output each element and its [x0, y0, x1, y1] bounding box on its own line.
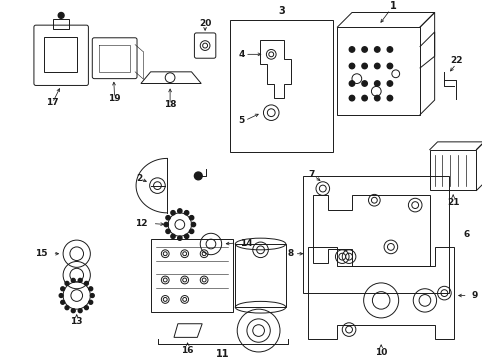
- Text: 14: 14: [240, 239, 252, 248]
- Text: 8: 8: [287, 249, 293, 258]
- Circle shape: [170, 211, 175, 215]
- Circle shape: [189, 216, 193, 220]
- Circle shape: [165, 229, 170, 234]
- Circle shape: [61, 300, 64, 304]
- Circle shape: [374, 63, 379, 69]
- Text: 19: 19: [108, 94, 121, 103]
- Text: 15: 15: [35, 249, 47, 258]
- Text: 13: 13: [70, 317, 83, 326]
- Circle shape: [191, 222, 195, 227]
- Circle shape: [184, 211, 188, 215]
- Text: 22: 22: [449, 56, 461, 65]
- Circle shape: [361, 95, 366, 101]
- Text: 17: 17: [46, 98, 59, 107]
- Circle shape: [61, 287, 64, 291]
- Circle shape: [374, 47, 379, 52]
- Circle shape: [177, 236, 182, 240]
- Text: 11: 11: [216, 349, 229, 359]
- Text: 3: 3: [278, 5, 284, 15]
- Circle shape: [348, 95, 354, 101]
- Bar: [53, 19, 69, 29]
- Bar: [43, 37, 77, 72]
- Bar: [337, 27, 419, 114]
- Text: 12: 12: [135, 219, 147, 228]
- Circle shape: [89, 287, 93, 291]
- Circle shape: [78, 309, 82, 312]
- Circle shape: [71, 309, 75, 312]
- Text: 20: 20: [199, 19, 211, 28]
- Circle shape: [386, 63, 392, 69]
- Text: 21: 21: [446, 198, 458, 207]
- Circle shape: [374, 81, 379, 86]
- Circle shape: [189, 229, 193, 234]
- Bar: [429, 150, 475, 190]
- Circle shape: [194, 172, 202, 180]
- Text: 18: 18: [163, 100, 176, 109]
- Circle shape: [348, 47, 354, 52]
- Circle shape: [65, 282, 69, 285]
- Bar: [235, 244, 285, 307]
- Circle shape: [184, 234, 188, 238]
- Circle shape: [58, 13, 64, 18]
- Circle shape: [361, 63, 366, 69]
- Text: 1: 1: [389, 1, 396, 11]
- Circle shape: [177, 209, 182, 213]
- Bar: [150, 239, 233, 312]
- Circle shape: [374, 95, 379, 101]
- Text: 6: 6: [463, 230, 469, 239]
- Circle shape: [361, 47, 366, 52]
- Bar: [230, 20, 332, 152]
- Circle shape: [84, 306, 88, 310]
- Text: 5: 5: [238, 116, 244, 125]
- Circle shape: [386, 47, 392, 52]
- Circle shape: [89, 300, 93, 304]
- Text: 7: 7: [307, 170, 314, 179]
- Text: 10: 10: [374, 348, 386, 357]
- Text: 16: 16: [181, 346, 193, 355]
- Circle shape: [65, 306, 69, 310]
- Circle shape: [348, 81, 354, 86]
- Circle shape: [164, 222, 168, 227]
- Circle shape: [59, 294, 63, 297]
- Circle shape: [348, 63, 354, 69]
- Circle shape: [170, 234, 175, 238]
- Bar: [303, 176, 448, 293]
- Circle shape: [78, 278, 82, 282]
- Circle shape: [386, 81, 392, 86]
- Circle shape: [71, 278, 75, 282]
- Circle shape: [90, 294, 94, 297]
- Text: 9: 9: [470, 291, 477, 300]
- Circle shape: [165, 216, 170, 220]
- Circle shape: [84, 282, 88, 285]
- Text: 2: 2: [136, 174, 142, 183]
- Circle shape: [361, 81, 366, 86]
- Text: 4: 4: [238, 50, 244, 59]
- Circle shape: [386, 95, 392, 101]
